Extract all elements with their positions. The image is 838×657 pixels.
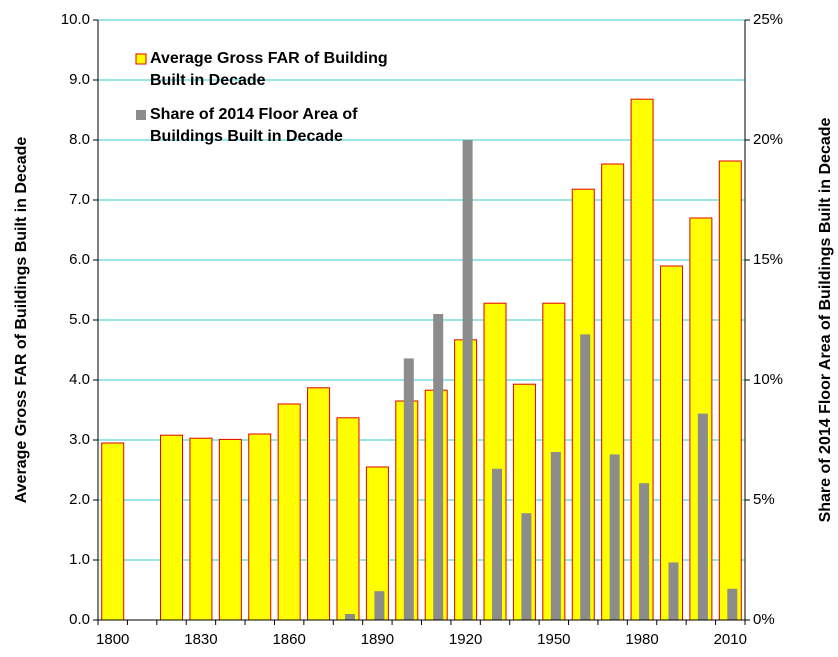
- bar: [101, 442, 125, 621]
- bar: [550, 452, 561, 620]
- bar: [492, 468, 503, 620]
- bar: [336, 417, 360, 621]
- legend-swatch: [135, 53, 147, 65]
- bar: [462, 140, 473, 620]
- y2-axis-title: Share of 2014 Floor Area of Buildings Bu…: [817, 117, 834, 522]
- bar: [160, 434, 184, 621]
- bar: [639, 483, 650, 620]
- legend-label: Share of 2014 Floor Area of Buildings Bu…: [150, 106, 358, 145]
- bar: [277, 403, 301, 621]
- y2-tick-label: 0%: [753, 611, 775, 628]
- x-tick-label: 1830: [184, 631, 217, 648]
- bar: [218, 438, 242, 621]
- x-tick-label: 1920: [449, 631, 482, 648]
- y-tick-label: 1.0: [69, 551, 90, 568]
- bar: [697, 413, 708, 620]
- bar: [403, 358, 414, 620]
- legend-entry: Share of 2014 Floor Area of Buildings Bu…: [150, 106, 358, 145]
- legend-label: Average Gross FAR of Building Built in D…: [150, 50, 388, 89]
- y2-tick-label: 25%: [753, 11, 783, 28]
- y-tick-label: 10.0: [61, 11, 90, 28]
- y-tick-label: 5.0: [69, 311, 90, 328]
- y-tick-label: 3.0: [69, 431, 90, 448]
- bar: [248, 433, 272, 621]
- legend-entry: Average Gross FAR of Building Built in D…: [150, 50, 388, 89]
- y2-tick-label: 15%: [753, 251, 783, 268]
- bar: [433, 314, 444, 620]
- bar: [668, 562, 679, 620]
- x-tick-label: 1950: [537, 631, 570, 648]
- x-tick-label: 1890: [361, 631, 394, 648]
- bar: [521, 513, 532, 620]
- y-tick-label: 4.0: [69, 371, 90, 388]
- y-tick-label: 2.0: [69, 491, 90, 508]
- y2-tick-label: 10%: [753, 371, 783, 388]
- y-tick-label: 6.0: [69, 251, 90, 268]
- y-tick-label: 7.0: [69, 191, 90, 208]
- bar: [718, 160, 742, 621]
- bar: [609, 454, 620, 620]
- bar: [344, 614, 355, 620]
- bar: [307, 387, 331, 621]
- bar: [189, 437, 213, 621]
- legend-swatch: [136, 110, 146, 120]
- bar: [580, 334, 591, 620]
- x-tick-label: 2010: [714, 631, 747, 648]
- y2-tick-label: 20%: [753, 131, 783, 148]
- bar: [374, 591, 385, 620]
- y-tick-label: 0.0: [69, 611, 90, 628]
- y-tick-label: 9.0: [69, 71, 90, 88]
- x-tick-label: 1800: [96, 631, 129, 648]
- x-tick-label: 1980: [625, 631, 658, 648]
- x-tick-label: 1860: [272, 631, 305, 648]
- bar: [727, 588, 738, 620]
- y-tick-label: 8.0: [69, 131, 90, 148]
- y-axis-title: Average Gross FAR of Buildings Built in …: [13, 137, 30, 504]
- y2-tick-label: 5%: [753, 491, 775, 508]
